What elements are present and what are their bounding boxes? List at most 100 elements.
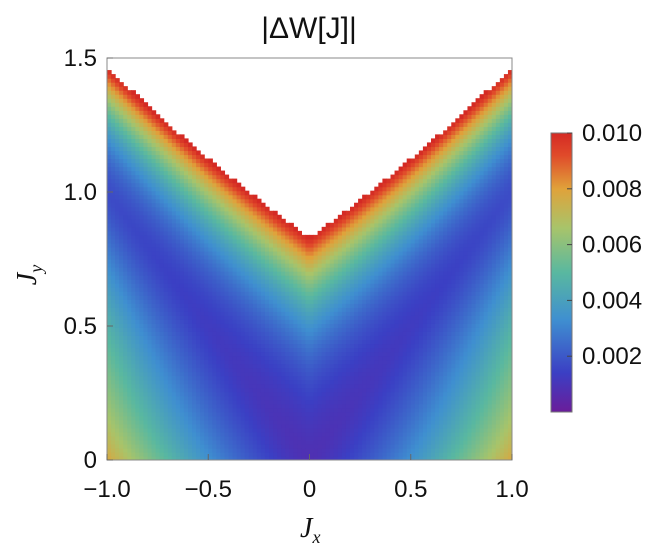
heat-cell [435, 363, 440, 369]
heat-cell [366, 455, 371, 460]
heat-cell [471, 439, 477, 445]
heat-cell [382, 383, 388, 389]
heat-cell [220, 423, 226, 429]
heat-cell [115, 343, 120, 349]
heat-cell [499, 263, 505, 268]
heat-cell [354, 379, 359, 385]
heat-cell [192, 395, 197, 401]
heat-cell [422, 419, 428, 425]
heat-cell [463, 447, 469, 453]
heat-cell [135, 259, 140, 264]
heat-cell [240, 279, 246, 284]
heat-cell [406, 443, 412, 449]
heat-cell [439, 319, 444, 324]
heat-cell [329, 379, 335, 385]
heat-cell [455, 423, 460, 429]
heat-cell [410, 307, 416, 312]
heat-cell [386, 335, 392, 340]
heat-cell [507, 343, 512, 349]
heat-cell [414, 335, 420, 340]
heat-cell [503, 391, 509, 397]
heat-cell [463, 335, 469, 340]
heat-cell [281, 427, 286, 433]
heat-cell [163, 363, 169, 369]
heat-cell [378, 319, 383, 324]
heat-cell [394, 275, 400, 280]
heat-cell [293, 419, 298, 425]
heat-cell [503, 335, 509, 340]
heat-cell [135, 375, 140, 381]
heat-cell [329, 327, 335, 332]
heat-cell [216, 287, 221, 292]
heat-cell [333, 391, 339, 397]
heat-cell [204, 407, 209, 413]
heat-cell [378, 343, 383, 349]
heat-cell [277, 403, 282, 409]
heat-cell [240, 319, 246, 324]
heat-cell [281, 399, 286, 405]
heat-cell [321, 443, 327, 449]
heat-cell [305, 311, 311, 316]
heat-cell [143, 451, 149, 457]
heat-cell [228, 431, 234, 437]
heat-cell [431, 399, 436, 405]
heat-cell [410, 291, 416, 296]
heat-cell [123, 451, 128, 457]
heat-cell [155, 291, 161, 296]
heat-cell [252, 319, 258, 324]
heat-cell [414, 391, 420, 397]
heat-cell [362, 387, 367, 393]
heat-cell [329, 359, 335, 365]
heat-cell [341, 335, 347, 340]
heat-cell [208, 267, 213, 272]
heat-cell [240, 415, 246, 421]
heat-cell [297, 435, 302, 441]
heat-cell [163, 427, 169, 433]
heat-cell [240, 367, 246, 373]
heat-cell [443, 275, 448, 280]
heat-cell [232, 267, 238, 272]
heat-cell [232, 427, 238, 433]
heat-cell [313, 259, 319, 264]
heat-cell [309, 447, 315, 453]
heat-cell [487, 423, 493, 429]
heat-cell [293, 299, 298, 304]
heat-cell [204, 379, 209, 385]
heat-cell [236, 371, 242, 377]
heat-cell [402, 359, 408, 365]
heat-cell [435, 451, 440, 457]
heat-cell [200, 279, 205, 284]
heat-cell [252, 355, 258, 361]
heat-cell [248, 279, 254, 284]
heat-cell [386, 343, 392, 349]
heat-cell [260, 347, 266, 353]
heat-cell [131, 439, 136, 445]
heat-cell [171, 403, 177, 409]
heat-cell [232, 415, 238, 421]
heat-cell [305, 267, 311, 272]
heat-cell [143, 307, 149, 312]
heat-cell [192, 307, 197, 312]
heat-cell [200, 399, 205, 405]
heat-cell [426, 291, 432, 296]
heat-cell [374, 347, 379, 353]
heat-cell [394, 307, 400, 312]
heat-cell [390, 323, 396, 328]
heat-cell [507, 359, 512, 365]
heat-cell [285, 411, 290, 417]
heat-cell [325, 367, 331, 373]
heat-cell [317, 283, 323, 288]
heat-cell [439, 359, 444, 365]
heat-cell [196, 351, 201, 357]
heat-cell [333, 291, 339, 296]
heat-cell [301, 311, 307, 316]
heat-cell [471, 379, 477, 385]
heat-cell [345, 383, 351, 389]
heat-cell [224, 427, 230, 433]
heat-cell [273, 283, 278, 288]
heat-cell [483, 299, 489, 304]
heat-cell [171, 367, 177, 373]
heat-cell [499, 419, 505, 425]
heat-cell [248, 335, 254, 340]
heat-cell [131, 355, 136, 361]
